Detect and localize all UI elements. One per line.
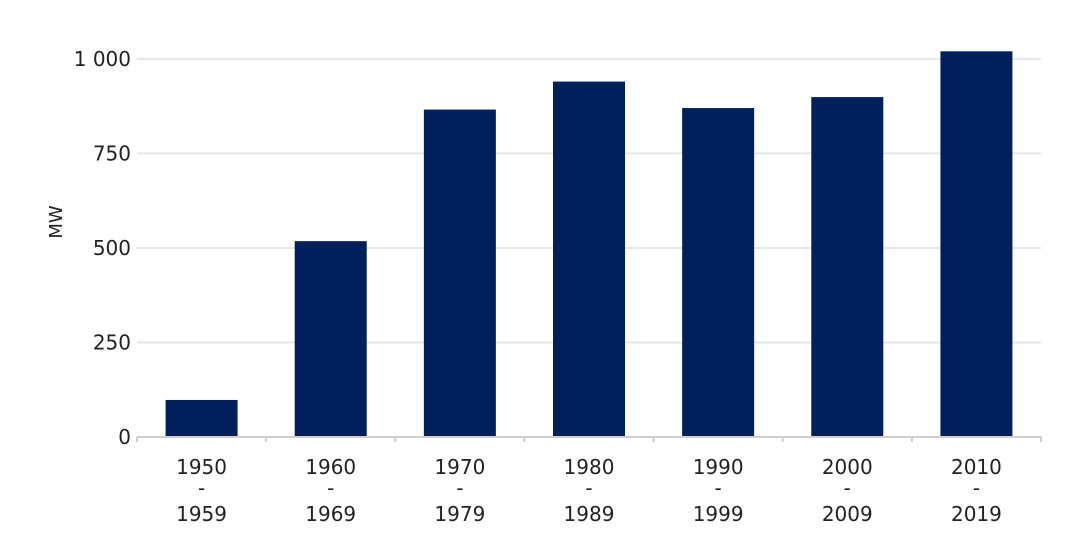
y-tick-labels: 0 250 500 750 1 000: [74, 47, 131, 449]
y-tick-label: 1 000: [74, 47, 131, 71]
bar: [940, 51, 1013, 437]
y-tick-label: 250: [93, 330, 131, 354]
y-tick-label: 0: [118, 425, 131, 449]
x-tick-label: 1990 -1999: [693, 455, 744, 526]
x-tick-label: 1980 -1989: [564, 455, 615, 526]
x-tick-label: 1970 -1979: [434, 455, 485, 526]
bar: [294, 241, 367, 437]
bars: [165, 51, 1013, 438]
bar: [423, 109, 496, 438]
bar: [165, 399, 238, 437]
y-tick-label: 750: [93, 141, 131, 165]
x-tick-label: 1960 -1969: [305, 455, 356, 526]
x-tick-labels: 1950 -1959 1960 -1969 1970 -1979 1980 -1989 1990…: [176, 455, 1002, 526]
x-tick-label: 2010 -2019: [951, 455, 1002, 526]
y-axis-label: MW: [46, 205, 67, 239]
x-tick-label: 1950 -1959: [176, 455, 227, 526]
x-tick-label: 2000 -2009: [822, 455, 873, 526]
bar: [682, 108, 755, 438]
bar: [553, 81, 625, 437]
bar: [811, 97, 884, 438]
y-tick-label: 500: [93, 236, 131, 260]
axes: [136, 436, 1042, 442]
